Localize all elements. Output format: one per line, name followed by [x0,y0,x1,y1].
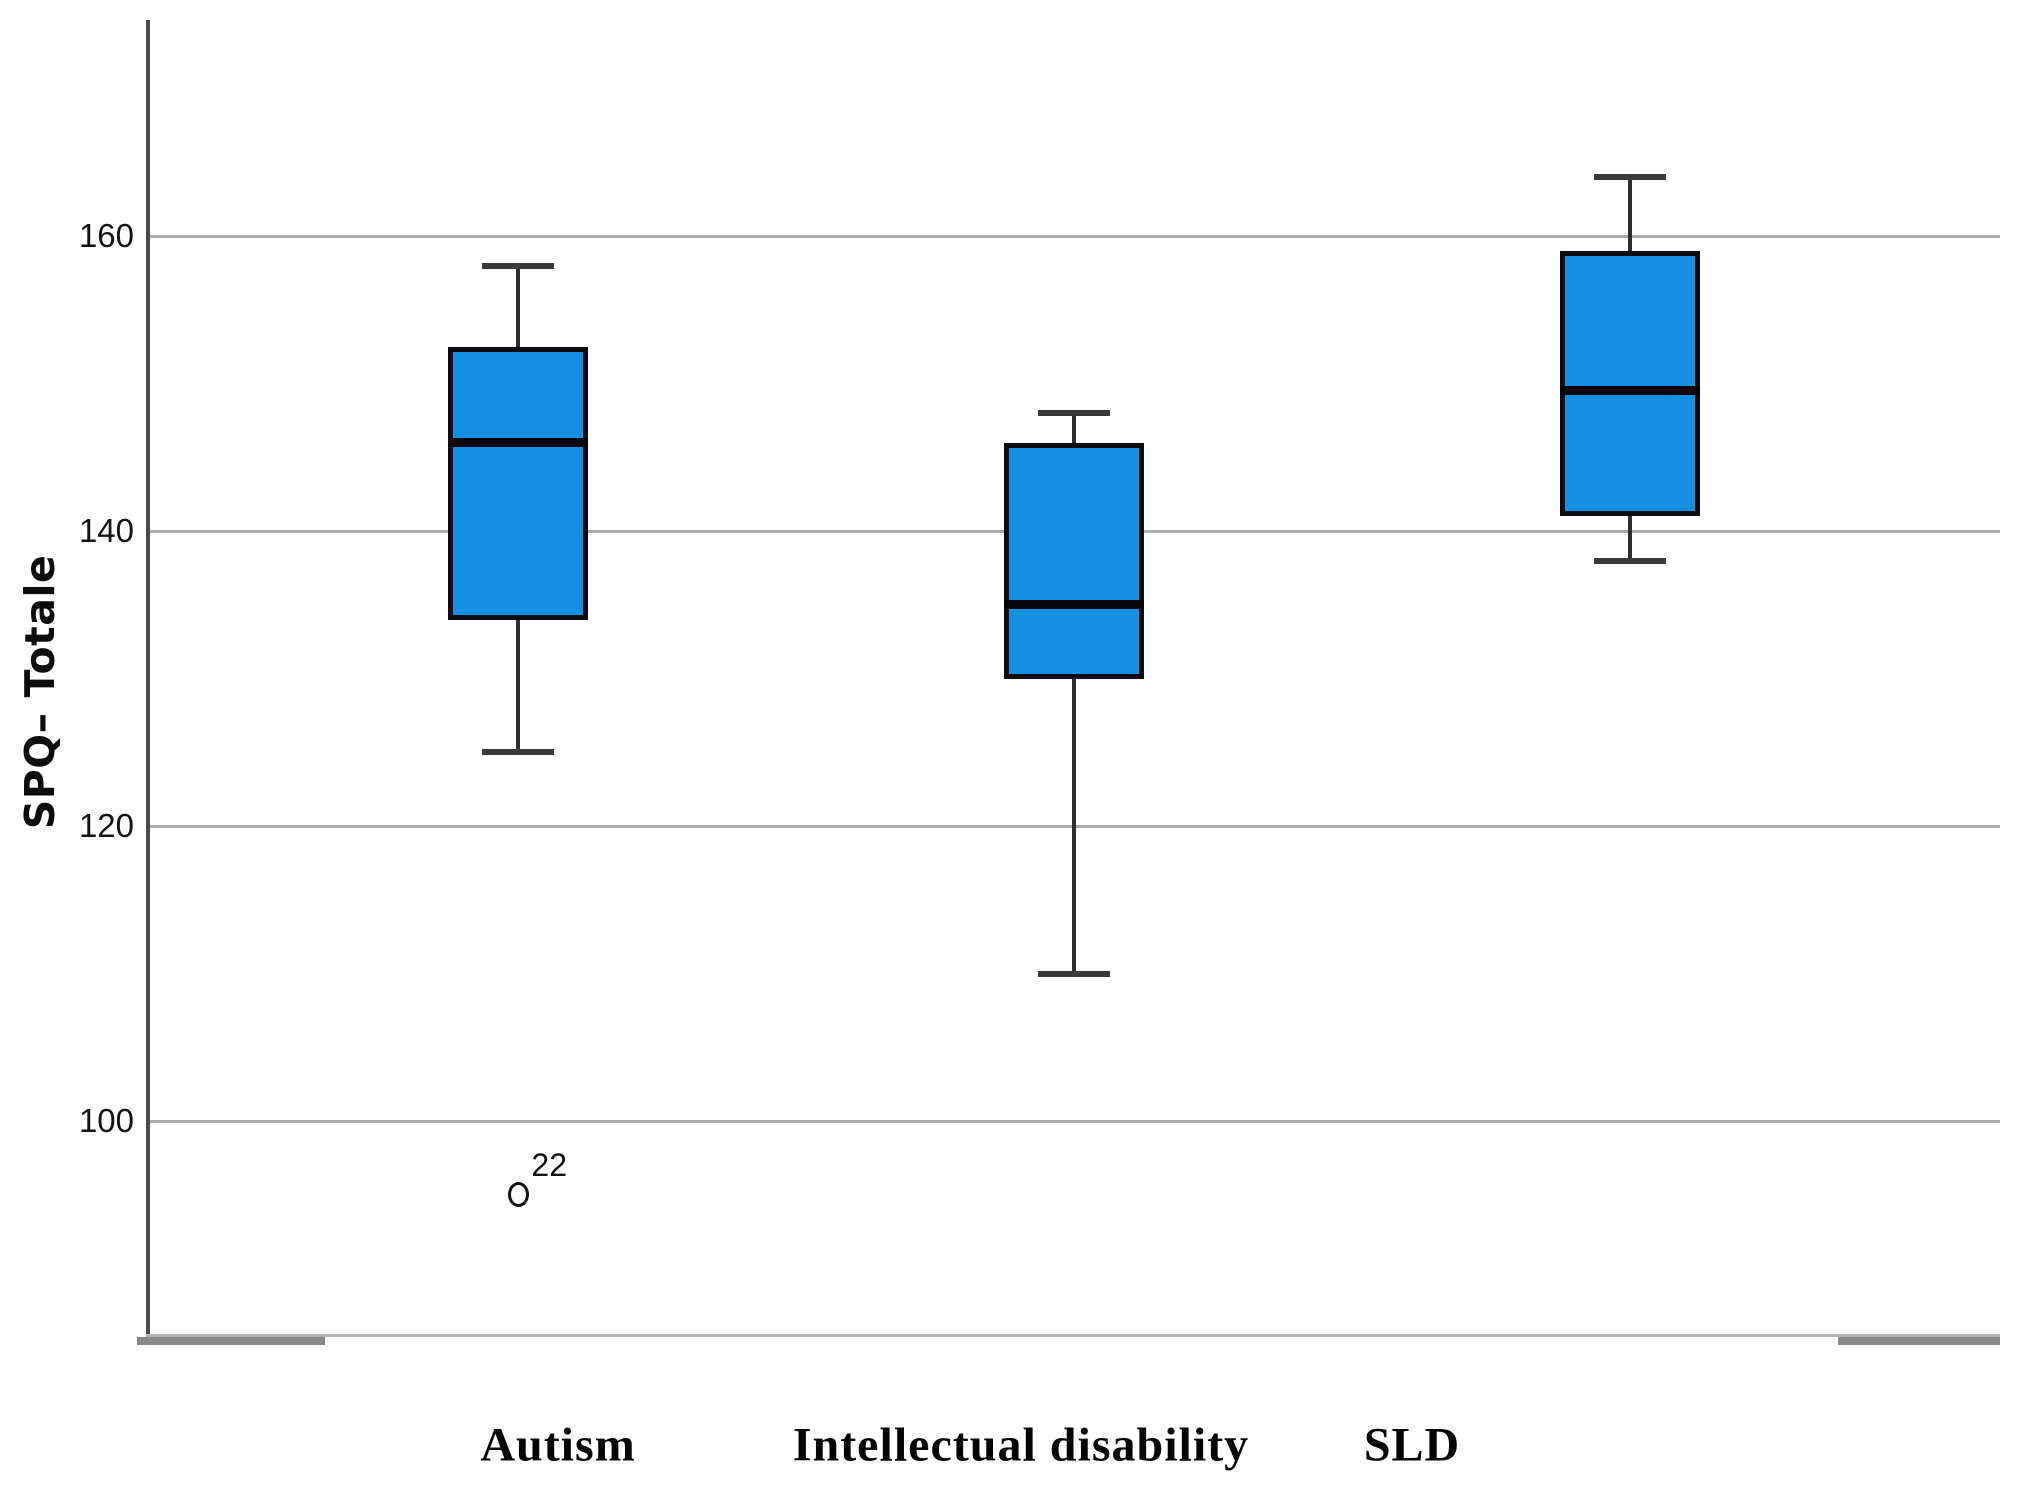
gridline-100 [148,1119,2000,1123]
lower-whisker-cap-autism [482,749,555,756]
box-intellectual-disability [1004,442,1144,679]
y-axis-line [146,20,150,1341]
y-tick-label-140: 140 [78,512,134,549]
upper-whisker-cap-sld [1593,174,1666,180]
lower-whisker-cap-intellectual-disability [1038,970,1110,977]
median-line-intellectual-disability [1004,600,1144,610]
upper-whisker-intellectual-disability [1072,413,1076,443]
upper-whisker-cap-intellectual-disability [1038,410,1110,416]
median-line-autism [448,438,589,447]
lower-whisker-autism [516,619,521,753]
x-axis-segment-right [1838,1337,2000,1345]
median-line-sld [1559,386,1700,396]
category-label-intellectual-disability: Intellectual disability [792,1418,1250,1472]
lower-whisker-sld [1627,516,1632,561]
box-sld [1559,250,1700,517]
y-tick-label-100: 100 [78,1102,134,1139]
gridline-160 [148,234,2000,238]
outlier-case-label-autism: 22 [531,1146,567,1183]
upper-whisker-sld [1627,177,1632,251]
upper-whisker-autism [516,265,521,347]
lower-whisker-intellectual-disability [1072,678,1076,974]
category-label-autism: Autism [480,1418,636,1472]
y-tick-label-120: 120 [78,807,134,844]
lower-whisker-cap-sld [1593,557,1666,564]
category-label-sld: SLD [1363,1418,1461,1472]
x-axis-segment-left [137,1337,325,1345]
box-autism [448,346,589,620]
x-axis-baseline [146,1334,2000,1337]
upper-whisker-cap-autism [482,262,555,269]
y-axis-title: SPQ– Totale [16,554,64,830]
y-tick-label-160: 160 [78,217,134,254]
outlier-point-autism [507,1182,529,1208]
